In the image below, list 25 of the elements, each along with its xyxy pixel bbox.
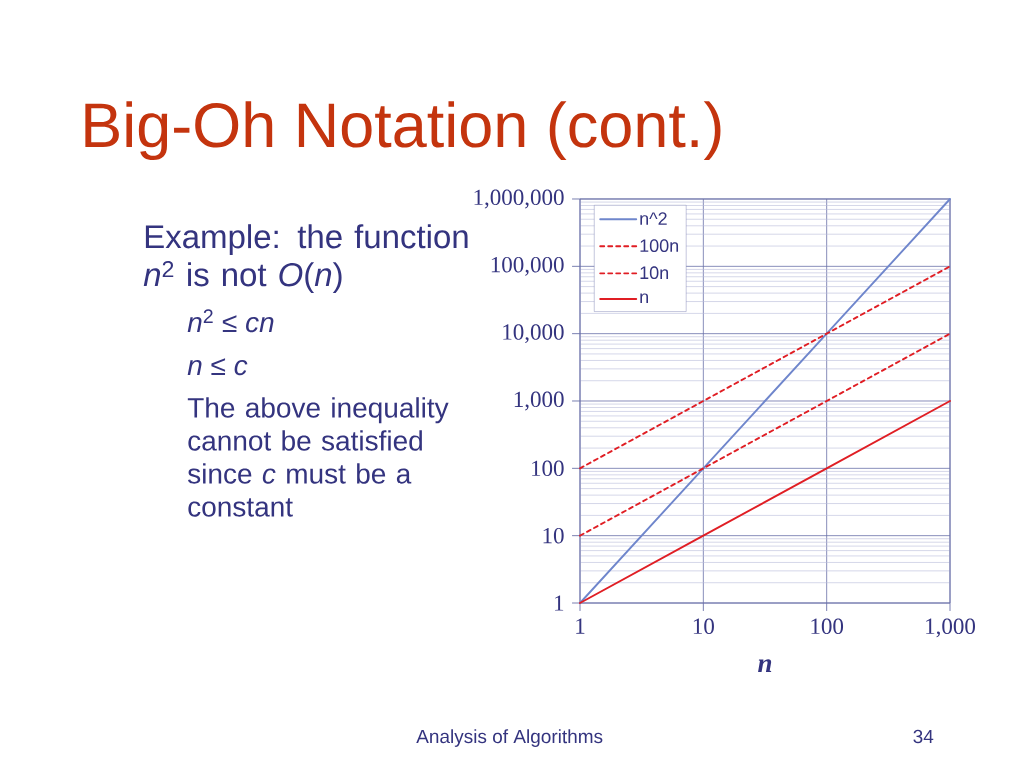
y-tick-label: 10,000 xyxy=(503,324,564,344)
x-tick-label: 100 xyxy=(811,618,844,635)
text: Example: the function n$^{2}$ is not O(n) xyxy=(143,224,468,293)
line-series xyxy=(579,265,951,470)
y-tick-label: 10 xyxy=(543,527,564,544)
x-tick-label: 10 xyxy=(693,618,714,635)
chart-title: Big-Oh Notation (cont.) xyxy=(85,101,721,161)
y-tick-label: 100,000 xyxy=(491,256,564,276)
y-tick-label: 1 xyxy=(555,595,564,611)
x-tick-label: 1,000 xyxy=(926,618,976,638)
text: n ≤ c xyxy=(187,358,248,376)
x-axis-title: n xyxy=(758,659,772,672)
y-tick-label: 1,000 xyxy=(514,391,564,411)
y-tick-label: 1,000,000 xyxy=(474,189,564,209)
legend-label: 10n xyxy=(640,266,669,280)
legend-label: 100n xyxy=(640,239,679,253)
text: The above inequality cannot be satisfied since c must be a constant xyxy=(187,397,449,517)
line-series xyxy=(579,400,951,604)
text: Analysis of Algorithms xyxy=(416,729,603,747)
legend-label: n^2 xyxy=(640,212,667,225)
text: n$^{2}$ ≤ cn xyxy=(187,309,274,333)
text: 34 xyxy=(913,729,934,744)
y-tick-label: 100 xyxy=(532,460,564,477)
x-tick-label: 1 xyxy=(576,618,585,634)
legend-label: n xyxy=(640,293,648,304)
